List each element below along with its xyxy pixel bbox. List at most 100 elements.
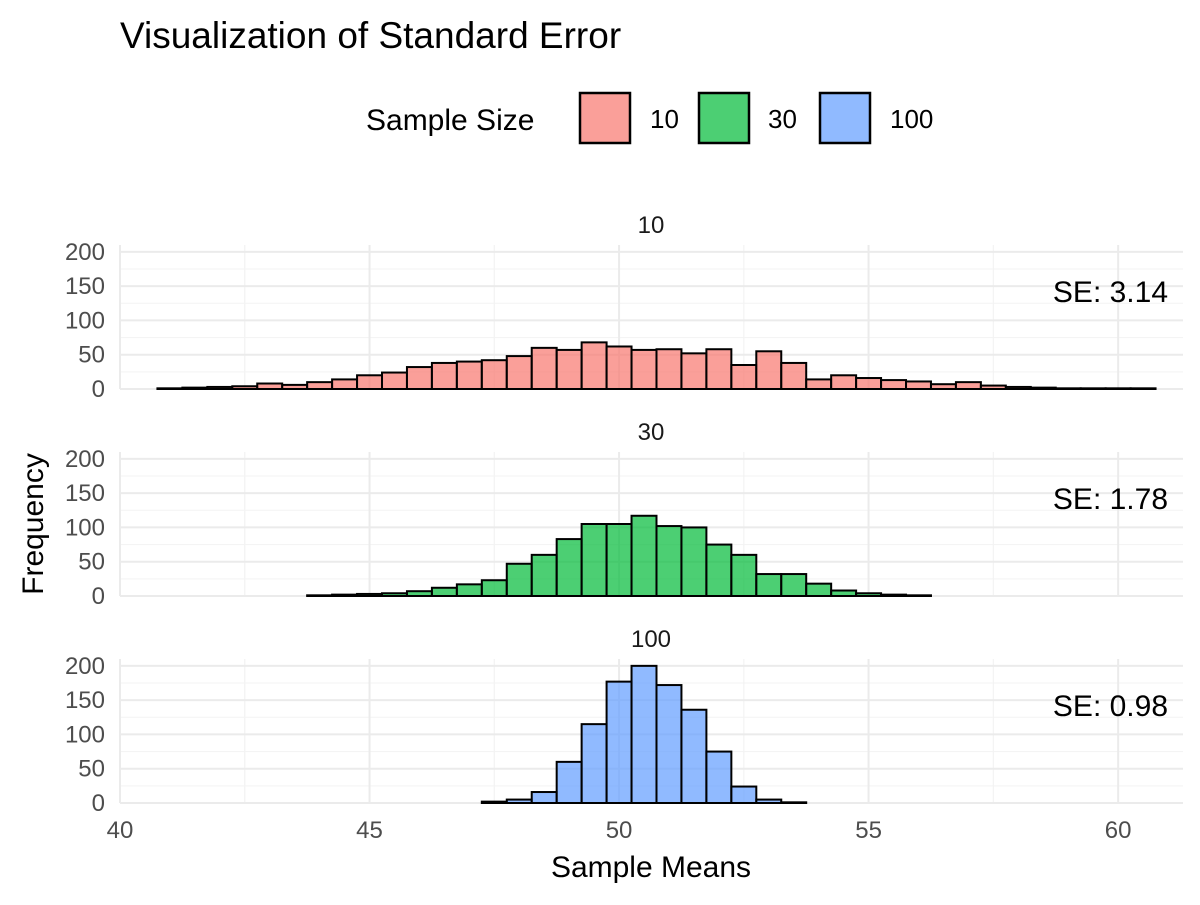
bar	[780, 573, 808, 597]
y-tick-label: 50	[78, 342, 105, 369]
bar	[929, 383, 957, 391]
bar	[381, 592, 408, 597]
bar	[455, 360, 483, 391]
bar	[206, 385, 234, 391]
bar	[356, 374, 384, 390]
x-tick-label: 60	[1105, 817, 1132, 844]
bar	[805, 378, 833, 390]
bar	[480, 800, 508, 805]
legend-swatch-30	[697, 91, 751, 145]
bar	[855, 592, 883, 597]
x-tick-label: 40	[107, 817, 134, 844]
y-tick-label: 50	[78, 756, 105, 783]
y-tick-label: 100	[65, 514, 105, 541]
bar	[505, 355, 533, 391]
bar	[281, 383, 309, 390]
bar	[306, 594, 334, 597]
se-label-10: SE: 3.14	[1053, 276, 1168, 309]
bar	[1129, 387, 1157, 391]
legend-label-30: 30	[768, 104, 797, 134]
panel-10: 0 50 100 150 200	[65, 239, 1183, 403]
bar	[555, 348, 583, 390]
bar	[505, 562, 533, 597]
bar	[480, 359, 508, 391]
bar	[680, 526, 708, 598]
bar	[580, 341, 608, 390]
bar	[954, 381, 982, 390]
x-tick-label: 45	[356, 817, 383, 844]
bar	[156, 387, 184, 391]
panel-100: 0 50 100 150 200	[65, 653, 1183, 817]
bar	[306, 381, 334, 390]
y-tick-label: 100	[65, 307, 105, 334]
y-tick-label: 0	[92, 376, 105, 403]
bar	[655, 525, 683, 597]
bar	[630, 664, 658, 804]
bar	[605, 345, 633, 391]
bar	[530, 553, 558, 597]
bar	[730, 553, 758, 597]
bar	[480, 579, 508, 598]
bar	[405, 366, 433, 390]
y-tick-label: 150	[65, 687, 105, 714]
bar	[605, 523, 633, 597]
panel-strip-10: 10	[638, 212, 665, 239]
bar	[905, 380, 932, 391]
y-tick-label: 150	[65, 480, 105, 507]
y-tick-label: 200	[65, 446, 105, 473]
legend-swatch-10	[578, 91, 632, 145]
bar	[580, 523, 608, 597]
bar	[680, 708, 708, 804]
bar	[455, 583, 483, 597]
bar	[331, 378, 359, 390]
bar	[356, 592, 384, 598]
bar	[780, 801, 808, 804]
bar	[530, 346, 558, 391]
legend-title: Sample Size	[366, 104, 534, 137]
bar	[555, 538, 583, 597]
bar	[905, 594, 932, 597]
bar	[755, 350, 783, 390]
bar	[1004, 385, 1032, 391]
legend-swatch-100	[818, 91, 872, 145]
bar	[680, 352, 708, 391]
bar	[730, 364, 758, 390]
y-tick-label: 0	[92, 790, 105, 817]
bar	[730, 785, 758, 804]
bar	[331, 593, 359, 598]
bar	[555, 760, 583, 804]
bar	[405, 590, 433, 598]
legend-item-100: 100	[818, 91, 933, 145]
y-tick-label: 200	[65, 653, 105, 680]
bar	[979, 384, 1007, 391]
bar	[755, 798, 783, 804]
y-tick-label: 150	[65, 273, 105, 300]
bar	[830, 374, 858, 390]
bar	[505, 798, 533, 804]
bar	[830, 589, 858, 597]
bar	[880, 593, 908, 598]
chart-title: Visualization of Standard Error	[120, 15, 621, 56]
bar	[231, 385, 259, 390]
y-tick-label: 50	[78, 549, 105, 576]
legend-label-100: 100	[890, 104, 933, 134]
x-tick-label: 50	[606, 817, 633, 844]
bar	[805, 582, 833, 598]
legend: Sample Size 10 30 100	[366, 91, 933, 145]
bar	[530, 791, 558, 804]
panel-strip-100: 100	[631, 626, 671, 653]
bar	[630, 348, 658, 390]
legend-item-30: 30	[697, 91, 797, 145]
bar	[256, 382, 284, 390]
bar	[1054, 387, 1082, 391]
bar	[181, 386, 209, 390]
se-label-30: SE: 1.78	[1053, 483, 1168, 516]
bar	[605, 680, 633, 805]
legend-label-10: 10	[650, 104, 679, 134]
panel-strip-30: 30	[638, 419, 665, 446]
y-tick-label: 200	[65, 239, 105, 266]
se-label-100: SE: 0.98	[1053, 690, 1168, 723]
bar	[430, 586, 458, 597]
